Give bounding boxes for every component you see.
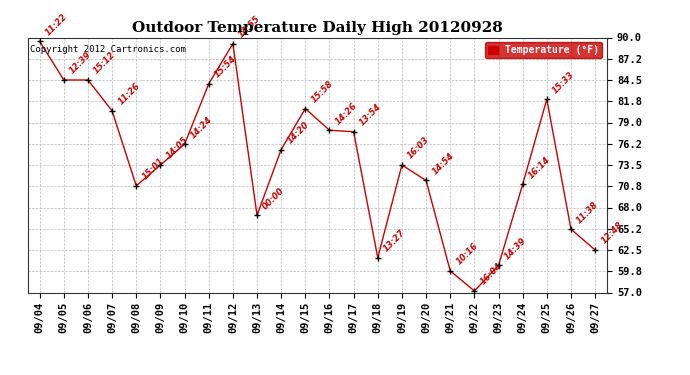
Text: 16:03: 16:03 bbox=[406, 135, 431, 161]
Text: 15:54: 15:54 bbox=[213, 54, 238, 80]
Text: 14:26: 14:26 bbox=[334, 101, 359, 126]
Text: 14:20: 14:20 bbox=[286, 120, 310, 146]
Text: 14:55: 14:55 bbox=[237, 14, 262, 39]
Text: 14:54: 14:54 bbox=[431, 151, 455, 176]
Text: 16:04: 16:04 bbox=[479, 261, 504, 287]
Text: 15:33: 15:33 bbox=[551, 70, 576, 95]
Text: 15:01: 15:01 bbox=[141, 156, 166, 182]
Text: 14:39: 14:39 bbox=[503, 236, 528, 261]
Text: 10:16: 10:16 bbox=[455, 242, 480, 267]
Text: 11:22: 11:22 bbox=[44, 12, 69, 37]
Legend: Temperature (°F): Temperature (°F) bbox=[485, 42, 602, 58]
Text: 00:00: 00:00 bbox=[262, 186, 286, 211]
Text: 16:14: 16:14 bbox=[527, 155, 552, 180]
Text: 11:26: 11:26 bbox=[117, 81, 141, 107]
Text: 15:12: 15:12 bbox=[92, 51, 117, 76]
Text: 15:58: 15:58 bbox=[310, 79, 335, 104]
Text: Copyright 2012 Cartronics.com: Copyright 2012 Cartronics.com bbox=[30, 45, 186, 54]
Text: 14:05: 14:05 bbox=[165, 135, 190, 161]
Text: 14:24: 14:24 bbox=[189, 115, 214, 140]
Text: 11:38: 11:38 bbox=[575, 200, 600, 225]
Text: 12:48: 12:48 bbox=[600, 220, 624, 246]
Text: 13:27: 13:27 bbox=[382, 228, 407, 254]
Text: 12:39: 12:39 bbox=[68, 51, 93, 76]
Text: 13:54: 13:54 bbox=[358, 102, 383, 128]
Title: Outdoor Temperature Daily High 20120928: Outdoor Temperature Daily High 20120928 bbox=[132, 21, 503, 35]
